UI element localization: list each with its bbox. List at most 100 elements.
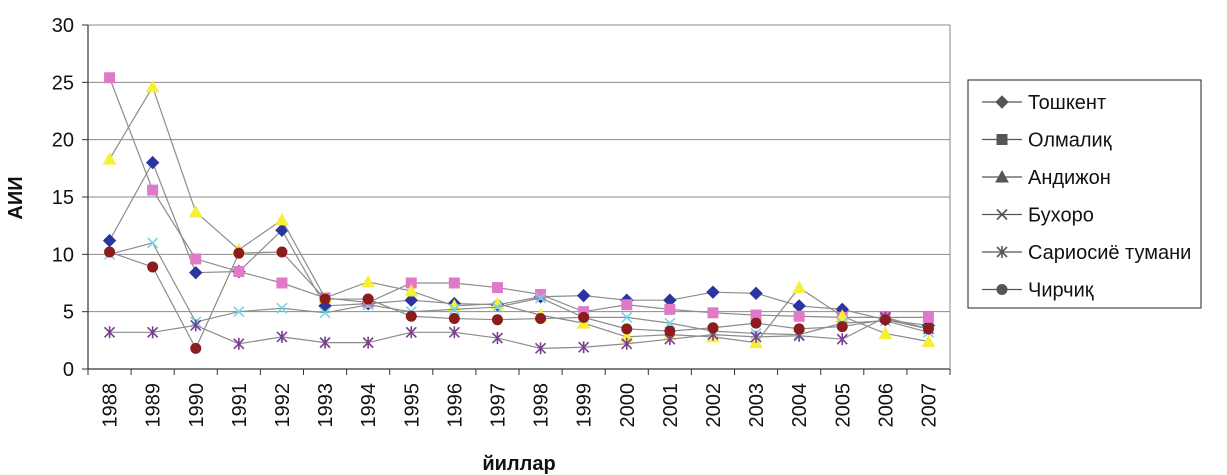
- series-1: [102, 155, 936, 333]
- data-point: [147, 237, 159, 249]
- data-point: [534, 292, 547, 304]
- data-point: [621, 311, 633, 323]
- x-tick-label: 1988: [100, 383, 122, 428]
- data-point: [707, 322, 719, 334]
- data-point: [190, 253, 202, 265]
- data-point: [276, 302, 288, 314]
- y-tick-label: 20: [52, 130, 74, 152]
- y-axis-ticks: 0 5 10 15 20 25 30: [52, 15, 88, 381]
- data-point: [792, 280, 806, 294]
- data-point: [233, 266, 245, 278]
- data-point: [362, 293, 374, 305]
- legend-item: Бухоро: [982, 205, 1094, 227]
- data-point: [405, 326, 417, 339]
- x-tick-label: 2001: [660, 383, 682, 428]
- data-point: [448, 326, 460, 339]
- legend-marker: [996, 246, 1008, 258]
- x-tick-label: 1993: [315, 383, 337, 428]
- data-point: [793, 323, 805, 335]
- x-axis-title: йиллар: [482, 453, 555, 475]
- legend-marker: [996, 284, 1008, 295]
- data-point: [190, 342, 202, 354]
- series-3: [102, 79, 936, 349]
- legend-item: Андижон: [982, 167, 1111, 189]
- data-point: [448, 277, 460, 289]
- x-tick-label: 2006: [875, 383, 897, 428]
- series-2: [104, 72, 934, 323]
- data-point: [188, 204, 203, 218]
- x-tick-label: 1989: [143, 383, 165, 428]
- legend-marker: [995, 169, 1009, 183]
- data-point: [276, 246, 288, 258]
- data-point: [879, 314, 891, 326]
- data-point: [535, 313, 547, 325]
- data-point: [576, 288, 591, 303]
- x-axis-ticks: 1988 1989 1990 1991 1992 1993 1994 1995 1996 1997…: [87, 369, 951, 428]
- legend-label: Бухоро: [1028, 205, 1094, 227]
- data-point: [750, 330, 762, 343]
- data-point: [190, 319, 202, 332]
- data-point: [491, 332, 504, 345]
- x-tick-label: 2002: [703, 383, 725, 428]
- data-point: [706, 285, 720, 299]
- series-line: [109, 316, 929, 349]
- x-tick-label: 1992: [272, 383, 294, 428]
- x-tick-label: 1998: [531, 383, 553, 428]
- x-tick-label: 2007: [918, 383, 940, 428]
- legend-label: Олмалиқ: [1028, 130, 1112, 152]
- series-line: [109, 251, 929, 350]
- data-point: [578, 341, 590, 354]
- data-point: [404, 283, 419, 297]
- series-lines: [102, 72, 936, 355]
- data-point: [275, 212, 289, 226]
- series-6: [104, 246, 934, 354]
- data-point: [361, 274, 375, 288]
- x-tick-label: 1991: [229, 383, 251, 428]
- data-point: [664, 317, 676, 329]
- legend-label: Сариосиё тумани: [1028, 242, 1191, 264]
- legend-marker: [995, 95, 1009, 109]
- data-point: [921, 334, 936, 347]
- data-point: [664, 325, 676, 337]
- legend-label: Чирчиқ: [1028, 280, 1094, 302]
- x-tick-label: 2004: [789, 383, 811, 428]
- data-point: [104, 72, 116, 84]
- legend-box: [967, 79, 1202, 309]
- data-point: [621, 323, 633, 335]
- y-tick-label: 10: [52, 244, 74, 266]
- legend-item: Олмалиқ: [982, 130, 1112, 152]
- data-point: [145, 79, 160, 93]
- series-line: [108, 77, 929, 318]
- data-point: [405, 310, 417, 322]
- legend-label: Андижон: [1028, 167, 1111, 189]
- y-tick-label: 5: [63, 302, 74, 324]
- data-point: [102, 233, 117, 248]
- data-point: [793, 310, 805, 322]
- data-point: [147, 184, 159, 196]
- x-tick-label: 1995: [401, 383, 423, 428]
- legend: Тошкент Олмалиқ Андижон Бухоро Сариосиё тума…: [967, 79, 1202, 309]
- y-tick-label: 30: [52, 15, 74, 37]
- data-point: [362, 336, 374, 349]
- x-tick-label: 2005: [832, 383, 854, 428]
- data-point: [145, 155, 160, 170]
- data-point: [147, 326, 159, 339]
- legend-marker: [996, 208, 1008, 221]
- data-point: [491, 301, 504, 313]
- data-point: [491, 282, 503, 294]
- data-point: [836, 321, 848, 333]
- data-point: [621, 337, 633, 350]
- series-line: [109, 85, 929, 344]
- data-point: [621, 299, 633, 311]
- data-point: [878, 326, 893, 339]
- x-tick-label: 1994: [358, 383, 380, 428]
- x-tick-label: 1997: [487, 383, 509, 428]
- data-point: [578, 311, 590, 323]
- data-point: [189, 265, 203, 280]
- legend-item: Сариосиё тумани: [982, 242, 1191, 264]
- data-point: [276, 277, 288, 289]
- x-tick-label: 2003: [746, 383, 768, 428]
- data-point: [104, 246, 116, 258]
- x-tick-label: 2000: [617, 383, 639, 428]
